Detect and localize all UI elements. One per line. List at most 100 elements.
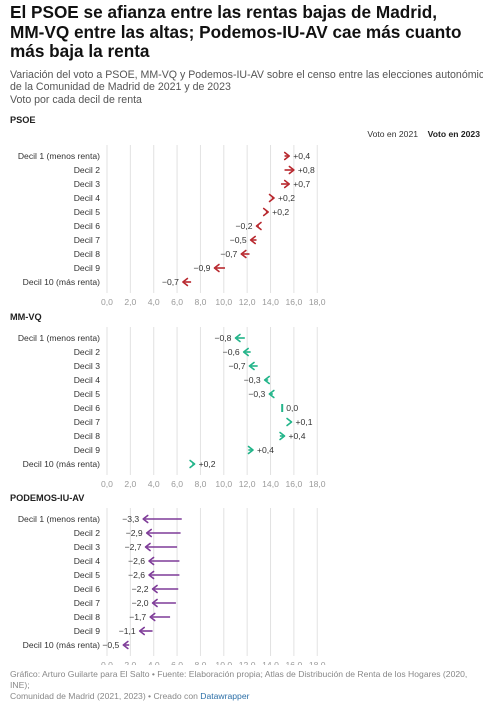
category-label: Decil 4: [74, 375, 100, 385]
category-label: Decil 7: [74, 417, 100, 427]
value-label: +0,7: [293, 179, 310, 189]
category-label: Decil 8: [74, 431, 100, 441]
arrow-head: [142, 514, 149, 524]
footer-source-line: Comunidad de Madrid (2021, 2023) • Cread…: [10, 691, 476, 702]
footer-credits: Gráfico: Arturo Guilarte para El Salto •…: [10, 669, 468, 690]
value-label: −2,6: [128, 570, 145, 580]
value-label: 0,0: [286, 403, 298, 413]
arrow-head: [249, 235, 256, 245]
x-tick-label: 14,0: [262, 297, 279, 307]
value-label: −1,1: [119, 626, 136, 636]
arrow-head: [138, 626, 146, 636]
x-tick-label: 16,0: [286, 479, 303, 489]
value-label: −3,3: [122, 514, 139, 524]
value-label: −0,7: [162, 277, 179, 287]
subtitle-line: de la Comunidad de Madrid de 2021 y de 2…: [10, 81, 231, 94]
chart-subtitle: Variación del voto a PSOE, MM-VQ y Podem…: [10, 69, 483, 106]
x-tick-label: 12,0: [239, 297, 256, 307]
x-tick-label: 18,0: [309, 660, 326, 665]
value-label: −0,2: [236, 221, 253, 231]
x-tick-label: 16,0: [286, 297, 303, 307]
value-label: −0,3: [248, 389, 265, 399]
value-label: +0,8: [298, 165, 315, 175]
arrow-head: [182, 277, 189, 287]
category-label: Decil 2: [74, 528, 100, 538]
arrow-head: [213, 263, 220, 273]
value-label: +0,1: [296, 417, 313, 427]
arrow-head: [283, 179, 291, 189]
chart-title: El PSOE se afianza entre las rentas baja…: [10, 2, 462, 61]
arrow-head: [242, 347, 249, 357]
x-tick-label: 4,0: [148, 297, 160, 307]
category-label: Decil 7: [74, 598, 100, 608]
x-tick-label: 18,0: [309, 297, 326, 307]
x-tick-label: 0,0: [101, 297, 113, 307]
value-label: +0,4: [289, 431, 306, 441]
category-label: Decil 10 (más renta): [23, 640, 101, 650]
arrow-head: [145, 528, 153, 538]
category-label: Decil 6: [74, 221, 100, 231]
x-tick-label: 2,0: [124, 297, 136, 307]
x-tick-label: 2,0: [124, 660, 136, 665]
arrow-head: [247, 445, 254, 455]
arrow-head: [268, 389, 275, 399]
arrow-head: [234, 333, 241, 343]
arrow-head: [279, 431, 286, 441]
panel-title: PODEMOS-IU-AV: [10, 493, 85, 503]
category-label: Decil 9: [74, 445, 100, 455]
category-label: Decil 8: [74, 249, 100, 259]
category-label: Decil 2: [74, 347, 100, 357]
legend-2023: Voto en 2023: [428, 129, 481, 139]
x-tick-label: 14,0: [262, 479, 279, 489]
value-label: −2,9: [126, 528, 143, 538]
arrow-head: [255, 221, 262, 231]
x-tick-label: 18,0: [309, 479, 326, 489]
arrow-head: [240, 249, 247, 259]
value-label: −0,9: [193, 263, 210, 273]
category-label: Decil 1 (menos renta): [18, 333, 100, 343]
category-label: Decil 3: [74, 361, 100, 371]
x-tick-label: 6,0: [171, 660, 183, 665]
x-tick-label: 8,0: [194, 297, 206, 307]
panel-title: PSOE: [10, 115, 36, 125]
panel-title: MM-VQ: [10, 312, 42, 322]
legend-2021: Voto en 2021: [367, 129, 418, 139]
value-label: +0,2: [278, 193, 295, 203]
category-label: Decil 9: [74, 263, 100, 273]
arrow-head: [262, 207, 269, 217]
category-label: Decil 4: [74, 193, 100, 203]
category-label: Decil 5: [74, 389, 100, 399]
category-label: Decil 3: [74, 179, 100, 189]
value-label: −2,6: [128, 556, 145, 566]
category-label: Decil 2: [74, 165, 100, 175]
arrow-head: [286, 417, 293, 427]
x-tick-label: 8,0: [194, 479, 206, 489]
category-label: Decil 5: [74, 570, 100, 580]
x-tick-label: 4,0: [148, 479, 160, 489]
arrow-head: [148, 556, 155, 566]
category-label: Decil 9: [74, 626, 100, 636]
arrow-head: [148, 570, 155, 580]
category-label: Decil 7: [74, 235, 100, 245]
x-tick-label: 12,0: [239, 479, 256, 489]
category-label: Decil 3: [74, 542, 100, 552]
arrow-head: [151, 584, 158, 594]
arrow-head: [263, 375, 270, 385]
category-label: Decil 10 (más renta): [23, 277, 101, 287]
value-label: −2,0: [132, 598, 149, 608]
x-tick-label: 0,0: [101, 660, 113, 665]
category-label: Decil 6: [74, 584, 100, 594]
x-tick-label: 10,0: [215, 660, 232, 665]
arrow-head: [268, 193, 275, 203]
value-label: +0,2: [199, 459, 216, 469]
arrow-head: [144, 542, 151, 552]
x-tick-label: 6,0: [171, 297, 183, 307]
value-label: −0,3: [244, 375, 261, 385]
datawrapper-link[interactable]: Datawrapper: [200, 691, 250, 701]
subtitle-line: Voto por cada decil de renta: [10, 93, 142, 106]
value-label: −0,7: [220, 249, 237, 259]
category-label: Decil 1 (menos renta): [18, 151, 100, 161]
x-tick-label: 0,0: [101, 479, 113, 489]
footer-source: Comunidad de Madrid (2021, 2023) • Cread…: [10, 691, 201, 701]
value-label: +0,4: [293, 151, 310, 161]
